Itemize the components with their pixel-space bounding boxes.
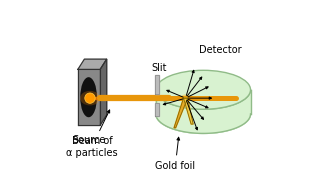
Ellipse shape <box>180 94 191 102</box>
Text: Gold foil: Gold foil <box>155 137 195 171</box>
Polygon shape <box>156 90 250 133</box>
Polygon shape <box>78 69 100 125</box>
Polygon shape <box>155 103 159 116</box>
Polygon shape <box>100 59 107 125</box>
Text: Slit: Slit <box>151 63 166 73</box>
Polygon shape <box>78 59 107 69</box>
Text: Detector: Detector <box>199 45 241 55</box>
Polygon shape <box>183 98 193 124</box>
Ellipse shape <box>80 91 100 105</box>
Ellipse shape <box>85 93 95 103</box>
Polygon shape <box>174 98 188 128</box>
Ellipse shape <box>80 77 97 117</box>
Text: Beam of
α particles: Beam of α particles <box>66 110 118 157</box>
Polygon shape <box>155 75 159 94</box>
Text: Source: Source <box>72 135 106 145</box>
Ellipse shape <box>156 94 250 133</box>
Ellipse shape <box>156 70 250 109</box>
